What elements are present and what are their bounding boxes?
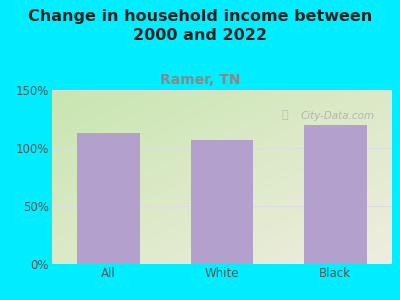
Bar bbox=[304, 125, 366, 264]
Bar bbox=[191, 140, 253, 264]
Text: Ramer, TN: Ramer, TN bbox=[160, 74, 240, 88]
Text: City-Data.com: City-Data.com bbox=[300, 111, 374, 121]
Text: ⓘ: ⓘ bbox=[282, 110, 288, 120]
Text: Change in household income between
2000 and 2022: Change in household income between 2000 … bbox=[28, 9, 372, 43]
Bar bbox=[78, 133, 140, 264]
